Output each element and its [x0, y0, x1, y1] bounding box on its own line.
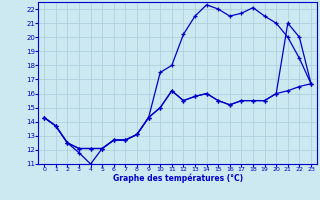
X-axis label: Graphe des températures (°C): Graphe des températures (°C)	[113, 174, 243, 183]
